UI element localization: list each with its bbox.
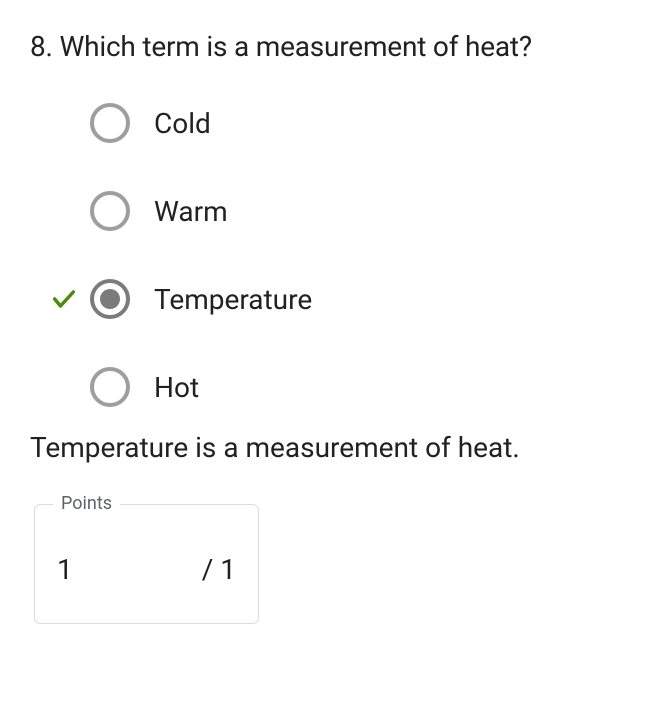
question-container: 8. Which term is a measurement of heat? …	[30, 30, 620, 624]
points-total: / 1	[202, 553, 236, 586]
radio-button[interactable]	[90, 367, 130, 407]
option-row[interactable]: Cold	[50, 103, 620, 143]
option-label: Temperature	[154, 283, 312, 316]
points-earned[interactable]: 1	[57, 553, 73, 586]
options-list: Cold Warm Temperature Hot	[30, 103, 620, 407]
radio-button[interactable]	[90, 191, 130, 231]
points-legend: Points	[53, 493, 120, 514]
feedback-text: Temperature is a measurement of heat.	[30, 431, 620, 464]
radio-button[interactable]	[90, 103, 130, 143]
option-row[interactable]: Temperature	[50, 279, 620, 319]
option-label: Hot	[154, 371, 199, 404]
question-prompt: Which term is a measurement of heat?	[59, 30, 531, 63]
radio-button-selected[interactable]	[90, 279, 130, 319]
points-box: Points 1 / 1	[34, 504, 259, 624]
option-row[interactable]: Hot	[50, 367, 620, 407]
question-number: 8.	[30, 30, 53, 63]
option-row[interactable]: Warm	[50, 191, 620, 231]
check-column	[50, 285, 90, 313]
option-label: Warm	[154, 195, 228, 228]
check-icon	[50, 285, 78, 313]
question-text: 8. Which term is a measurement of heat?	[30, 30, 620, 63]
option-label: Cold	[154, 107, 211, 140]
